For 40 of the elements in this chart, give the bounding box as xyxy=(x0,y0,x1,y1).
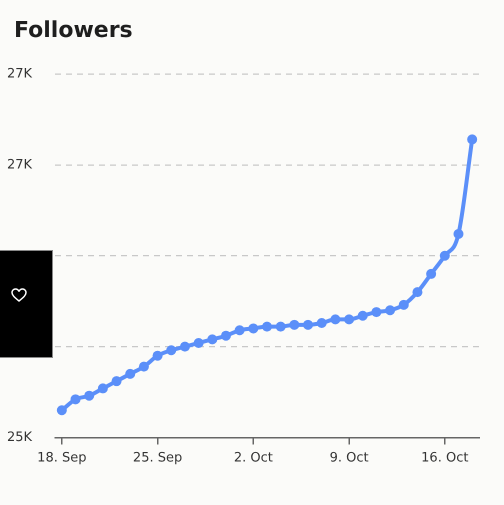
point xyxy=(467,134,478,144)
point xyxy=(412,287,422,298)
point xyxy=(70,394,81,404)
point xyxy=(262,322,272,332)
point xyxy=(344,314,354,324)
point xyxy=(385,305,396,316)
point xyxy=(180,342,190,352)
point xyxy=(234,325,245,336)
point xyxy=(166,345,176,356)
point xyxy=(330,314,340,324)
point xyxy=(398,300,409,310)
point xyxy=(84,390,94,401)
point xyxy=(125,368,136,379)
point xyxy=(276,322,286,332)
point xyxy=(194,338,204,348)
point xyxy=(426,268,436,279)
point xyxy=(220,330,231,341)
point xyxy=(112,376,122,386)
point xyxy=(453,228,464,239)
point xyxy=(152,350,163,361)
point xyxy=(248,323,258,334)
y-tick-label: 27K xyxy=(7,157,33,172)
x-tick-label: 25. Sep xyxy=(132,450,182,466)
x-tick-label: 2. Oct xyxy=(234,450,273,466)
point xyxy=(289,320,300,330)
chart-title: Followers xyxy=(14,17,133,45)
point xyxy=(371,307,382,318)
point xyxy=(358,310,368,321)
point xyxy=(303,320,314,330)
x-tick-label: 9. Oct xyxy=(330,450,369,466)
point xyxy=(138,362,149,372)
x-tick-label: 18. Sep xyxy=(37,450,86,466)
point xyxy=(316,318,327,328)
point xyxy=(440,250,450,261)
y-tick-label: 25K xyxy=(7,430,33,445)
point xyxy=(207,334,218,344)
x-tick-label: 16. Oct xyxy=(421,450,468,466)
point xyxy=(56,405,67,416)
y-tick-label: 27K xyxy=(7,66,33,82)
point xyxy=(98,383,108,394)
